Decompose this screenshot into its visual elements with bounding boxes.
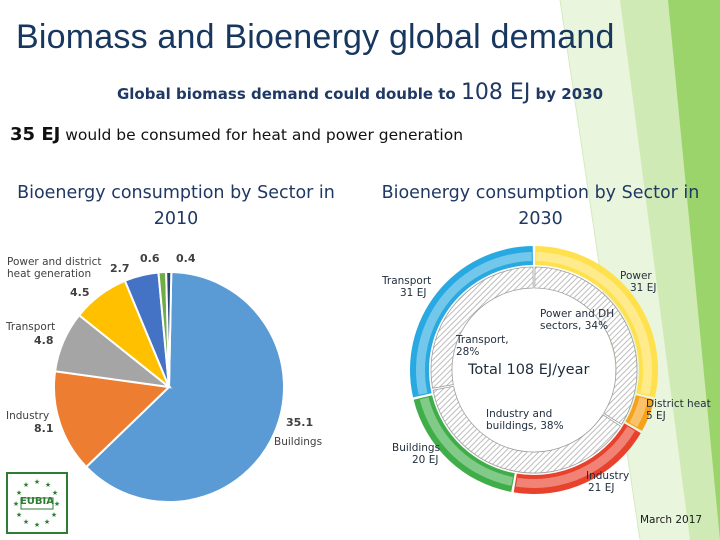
inner-label-transport-line2: 28%: [456, 346, 480, 358]
svg-text:★: ★: [54, 500, 60, 508]
logo-text: EUBIA: [19, 496, 55, 507]
donut-center: [453, 289, 615, 451]
chart-2030-title: Bioenergy consumption by Sector in 2030: [381, 183, 700, 229]
label-industry-2030: Industry 21 EJ: [586, 470, 629, 494]
subtitle-suffix: by 2030: [530, 85, 604, 103]
subtitle-value: 108 EJ: [460, 80, 531, 105]
label-buildings-name: Buildings: [392, 442, 441, 454]
slide-subtitle: Global biomass demand could double to 10…: [0, 80, 720, 105]
label-power-name: Power: [620, 270, 652, 282]
donut-center-total: Total 108 EJ/year: [468, 362, 590, 378]
label-power-line1: Power and district: [7, 256, 102, 268]
outer-ring-texture-district-heat: [629, 397, 649, 427]
eu-stars-icon: ★ ★★ ★★★ ★★★ ★★★: [13, 478, 60, 529]
svg-text:★: ★: [44, 518, 50, 526]
label-transport-name: Transport: [382, 275, 432, 287]
label-transport: Transport: [6, 321, 56, 333]
inner-label-power: Power and DH sectors, 34%: [540, 308, 614, 332]
statement-text: would be consumed for heat and power gen…: [60, 126, 464, 144]
value-2-7: 2.7: [110, 262, 130, 275]
inner-label-industry-line2: buildings, 38%: [486, 420, 564, 432]
label-district-heat-name: District heat: [646, 398, 711, 410]
value-0-4: 0.4: [176, 252, 196, 265]
inner-label-power-line2: sectors, 34%: [540, 320, 609, 332]
outer-ring-texture-buildings: [419, 397, 513, 486]
svg-text:★: ★: [23, 481, 29, 489]
outer-ring-industry: [513, 423, 641, 495]
pie-slice-buildings: [84, 271, 285, 503]
outer-ring-transport: [410, 246, 533, 398]
svg-text:★: ★: [16, 489, 22, 497]
inner-label-transport-line1: Transport,: [456, 334, 509, 346]
label-power-value: 31 EJ: [630, 282, 657, 294]
label-buildings: Buildings: [274, 436, 323, 448]
subtitle-prefix: Global biomass demand could double to: [116, 85, 461, 103]
outer-ring-district-heat: [625, 395, 655, 431]
label-district-heat-value: 5 EJ: [646, 410, 666, 422]
svg-text:★: ★: [23, 518, 29, 526]
svg-text:★: ★: [52, 489, 58, 497]
svg-text:★: ★: [45, 481, 51, 489]
label-transport-2030: Transport 31 EJ: [382, 275, 431, 299]
inner-label-industry: Industry and buildings, 38%: [486, 408, 564, 432]
label-buildings-2030: Buildings 20 EJ: [392, 442, 440, 466]
label-industry-name: Industry: [586, 470, 630, 482]
heat-power-statement: 35 EJ would be consumed for heat and pow…: [10, 124, 650, 145]
value-0-6: 0.6: [140, 252, 160, 265]
value-4-5: 4.5: [70, 286, 90, 299]
slide-date: March 2017: [640, 514, 703, 526]
label-power-line2: heat generation: [7, 268, 92, 280]
label-district-heat-2030: District heat 5 EJ: [646, 398, 711, 422]
inner-label-transport: Transport, 28%: [456, 334, 509, 358]
eubia-logo: ★ ★ ★ ★ ★ ★ ★ ★ ★ ★ ★ ★ EUBIA: [6, 472, 68, 534]
pie-slice-value-0.4: [165, 271, 173, 388]
label-industry: Industry: [6, 410, 50, 422]
label-buildings-value: 20 EJ: [412, 454, 439, 466]
inner-label-industry-line1: Industry and: [486, 408, 553, 420]
inner-ring-power-and-dh-sectors: [534, 266, 638, 425]
value-8-1: 8.1: [34, 422, 54, 435]
svg-text:★: ★: [51, 511, 57, 519]
outer-ring-buildings: [413, 395, 515, 492]
pie-slice-industry: [53, 370, 172, 469]
svg-text:★: ★: [34, 521, 40, 529]
chart-2010-title: Bioenergy consumption by Sector in 2010: [17, 183, 335, 229]
inner-ring-transport: [430, 266, 534, 389]
svg-text:★: ★: [16, 511, 22, 519]
value-4-8: 4.8: [34, 334, 54, 347]
outer-ring-power: [535, 246, 659, 398]
label-transport-value: 31 EJ: [400, 287, 427, 299]
outer-ring-texture-industry: [515, 426, 635, 488]
slide-title: Biomass and Bioenergy global demand: [16, 18, 615, 56]
label-power-2030: Power 31 EJ: [620, 270, 656, 294]
value-35-1: 35.1: [286, 416, 314, 429]
svg-text:★: ★: [13, 500, 19, 508]
label-power: Power and district heat generation: [7, 256, 101, 280]
inner-ring-industry-and-buildings: [432, 385, 621, 474]
inner-label-power-line1: Power and DH: [540, 308, 615, 320]
svg-text:★: ★: [34, 478, 40, 486]
label-industry-value: 21 EJ: [588, 482, 615, 494]
statement-value: 35 EJ: [10, 124, 61, 145]
